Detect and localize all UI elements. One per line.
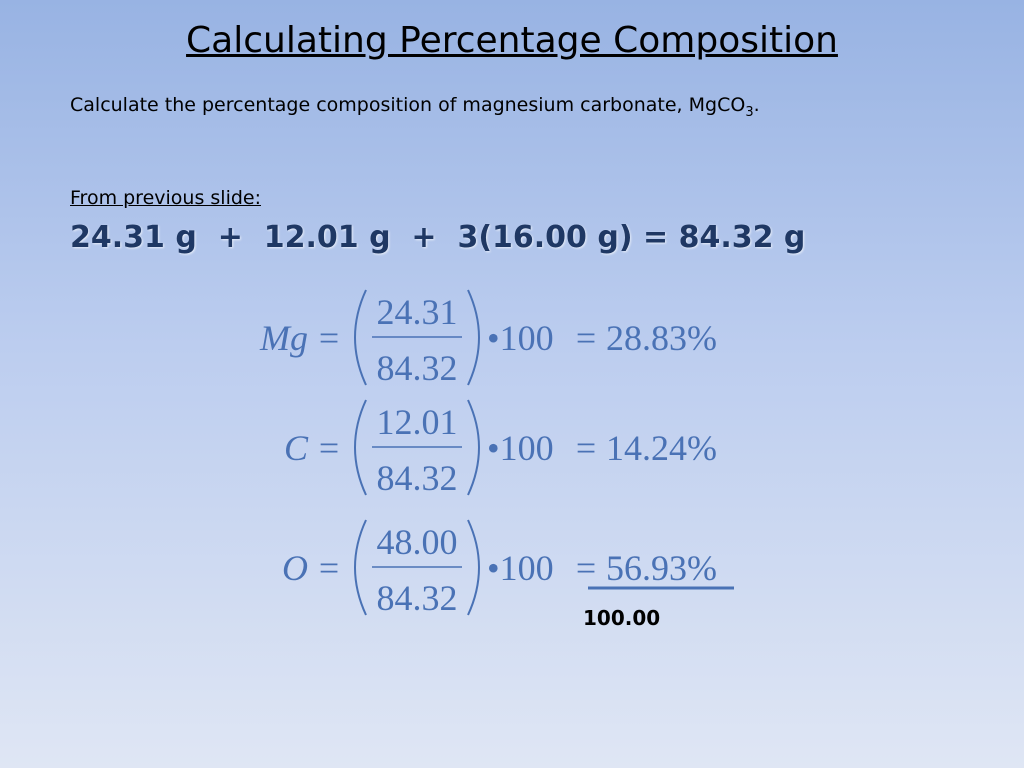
left-paren <box>354 289 367 386</box>
result: 28.83% <box>606 318 717 358</box>
equals: = <box>576 428 596 468</box>
right-paren <box>467 519 480 616</box>
right-paren <box>467 399 480 496</box>
element-symbol: Mg <box>259 318 308 358</box>
left-paren <box>354 519 367 616</box>
element-symbol: O <box>282 548 308 588</box>
left-paren <box>354 399 367 496</box>
mass-sum: 24.31 g + 12.01 g + 3(16.00 g) = 84.32 g <box>70 220 806 255</box>
result: 14.24% <box>606 428 717 468</box>
total: 100.00 <box>583 606 661 630</box>
denominator: 84.32 <box>377 348 458 388</box>
multiplier: •100 <box>487 548 554 588</box>
equals: = <box>319 318 339 358</box>
result: 56.93% <box>606 548 717 588</box>
title: Calculating Percentage Composition <box>186 20 838 61</box>
element-symbol: C <box>284 428 309 468</box>
multiplier: •100 <box>487 428 554 468</box>
numerator: 48.00 <box>377 522 458 562</box>
equals: = <box>576 318 596 358</box>
prompt-text: Calculate the percentage composition of … <box>70 94 746 116</box>
denominator: 84.32 <box>377 458 458 498</box>
prompt: Calculate the percentage composition of … <box>70 94 760 120</box>
equals: = <box>576 548 596 588</box>
equals: = <box>319 428 339 468</box>
numerator: 12.01 <box>377 402 458 442</box>
right-paren <box>467 289 480 386</box>
equals: = <box>319 548 339 588</box>
prompt-end: . <box>753 94 760 116</box>
subscript: 3 <box>745 104 754 120</box>
denominator: 84.32 <box>377 578 458 618</box>
previous-label: From previous slide: <box>70 187 261 209</box>
multiplier: •100 <box>487 318 554 358</box>
numerator: 24.31 <box>377 292 458 332</box>
